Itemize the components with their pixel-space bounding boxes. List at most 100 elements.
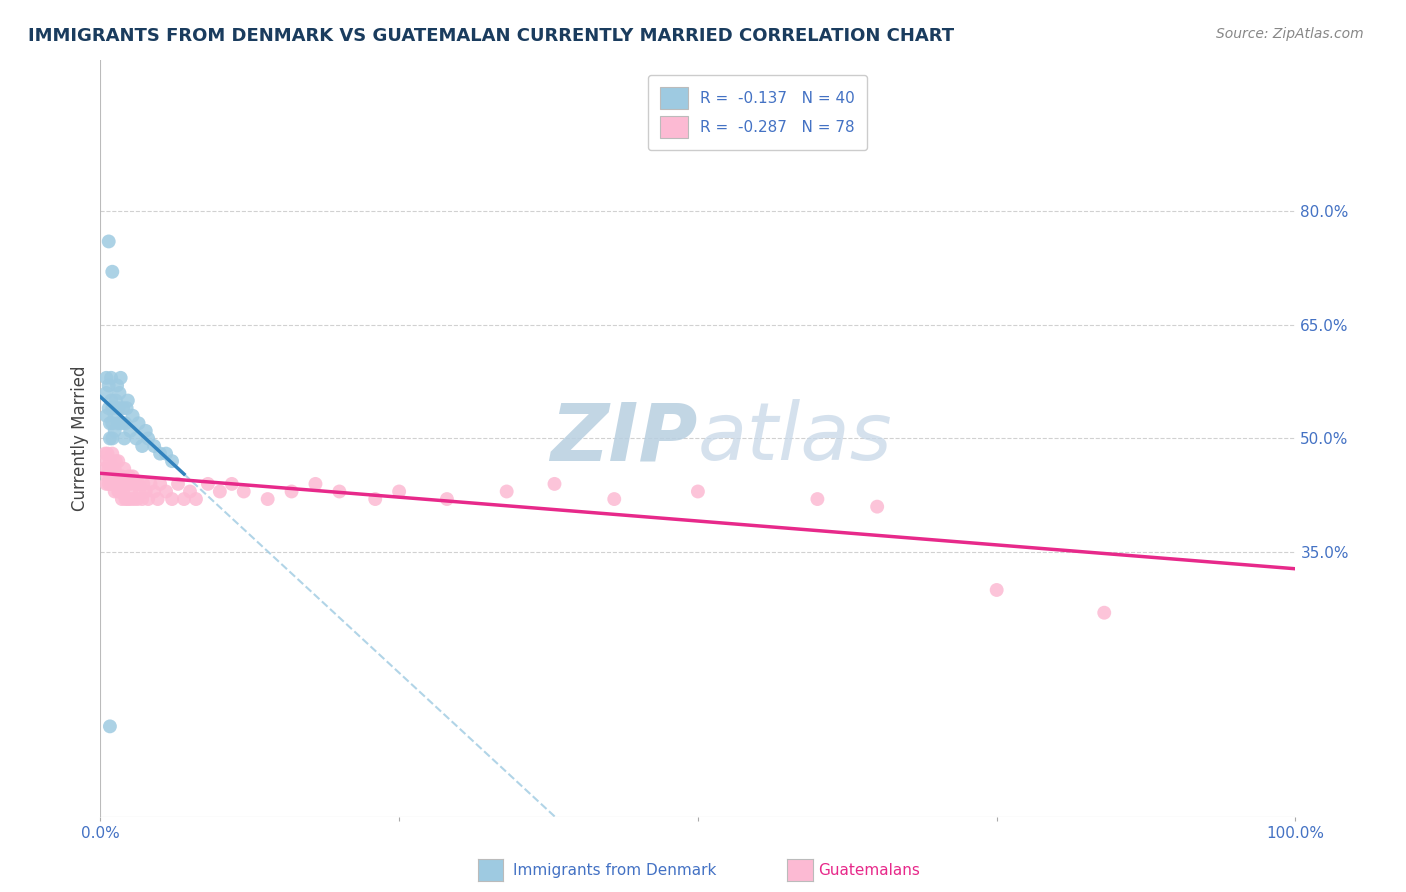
Point [96, 371, 118, 385]
Point [120, 484, 142, 499]
Point [155, 484, 177, 499]
Point [125, 476, 148, 491]
Point [97, 235, 120, 249]
Point [686, 484, 709, 499]
Point [107, 469, 129, 483]
Point [120, 491, 142, 506]
Point [96, 409, 118, 423]
Text: Immigrants from Denmark: Immigrants from Denmark [513, 863, 717, 878]
Point [139, 476, 162, 491]
Point [143, 439, 166, 453]
Point [132, 476, 155, 491]
Point [328, 484, 350, 499]
Point [121, 409, 143, 423]
Point [128, 476, 150, 491]
Point [603, 491, 626, 506]
Point [112, 401, 135, 416]
Point [98, 469, 121, 483]
Point [104, 484, 127, 499]
Point [136, 432, 159, 446]
Point [184, 491, 207, 506]
Point [101, 462, 124, 476]
Point [104, 469, 127, 483]
Point [107, 454, 129, 468]
Point [107, 417, 129, 431]
Point [136, 491, 159, 506]
Point [112, 484, 135, 499]
Point [125, 432, 148, 446]
Point [115, 401, 138, 416]
Point [111, 491, 134, 506]
Point [173, 491, 195, 506]
Point [122, 491, 145, 506]
Point [197, 476, 219, 491]
Point [98, 417, 121, 431]
Text: Guatemalans: Guatemalans [818, 863, 920, 878]
Point [135, 424, 157, 438]
Point [179, 484, 201, 499]
Point [117, 393, 139, 408]
Point [806, 491, 828, 506]
Point [436, 491, 458, 506]
Point [304, 476, 326, 491]
Point [131, 491, 153, 506]
Point [101, 265, 124, 279]
Point [118, 469, 141, 483]
Point [155, 447, 177, 461]
Point [103, 476, 125, 491]
Point [101, 401, 124, 416]
Point [388, 484, 411, 499]
Point [256, 491, 278, 506]
Point [100, 462, 122, 476]
Point [128, 484, 150, 499]
Point [101, 447, 124, 461]
Point [100, 476, 122, 491]
Point [98, 432, 121, 446]
Point [167, 476, 190, 491]
Point [112, 432, 135, 446]
Point [208, 484, 231, 499]
Point [111, 417, 134, 431]
Point [96, 386, 118, 401]
Point [1092, 606, 1115, 620]
Text: IMMIGRANTS FROM DENMARK VS GUATEMALAN CURRENTLY MARRIED CORRELATION CHART: IMMIGRANTS FROM DENMARK VS GUATEMALAN CU… [28, 27, 955, 45]
Point [128, 417, 150, 431]
Point [146, 491, 169, 506]
Point [97, 378, 120, 392]
Point [100, 371, 122, 385]
Point [112, 476, 135, 491]
Point [101, 417, 124, 431]
Point [98, 719, 121, 733]
Point [495, 484, 517, 499]
Point [143, 484, 166, 499]
Text: ZIP: ZIP [551, 400, 697, 477]
Point [543, 476, 565, 491]
Point [110, 371, 132, 385]
Point [104, 393, 127, 408]
Point [107, 484, 129, 499]
Point [97, 401, 120, 416]
Legend: R =  -0.137   N = 40, R =  -0.287   N = 78: R = -0.137 N = 40, R = -0.287 N = 78 [648, 75, 868, 150]
Point [115, 476, 138, 491]
Point [120, 476, 142, 491]
Point [104, 424, 127, 438]
Text: Source: ZipAtlas.com: Source: ZipAtlas.com [1216, 27, 1364, 41]
Y-axis label: Currently Married: Currently Married [72, 366, 89, 511]
Point [96, 476, 118, 491]
Text: atlas: atlas [697, 400, 893, 477]
Point [97, 462, 120, 476]
Point [280, 484, 302, 499]
Point [117, 491, 139, 506]
Point [94, 447, 117, 461]
Point [108, 386, 131, 401]
Point [108, 484, 131, 499]
Point [96, 454, 118, 468]
Point [105, 476, 128, 491]
Point [104, 462, 127, 476]
Point [221, 476, 243, 491]
Point [232, 484, 254, 499]
Point [112, 462, 135, 476]
Point [111, 469, 134, 483]
Point [96, 447, 118, 461]
Point [986, 582, 1008, 597]
